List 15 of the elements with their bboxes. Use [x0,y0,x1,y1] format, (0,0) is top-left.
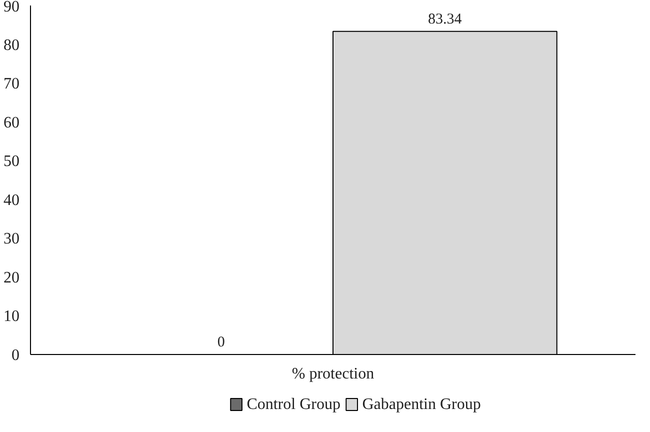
y-tick-label: 0 [12,347,20,364]
y-tick-label: 70 [4,76,20,93]
data-label: 83.34 [428,11,462,28]
x-tick-label: % protection [292,366,374,382]
y-tick-label: 20 [4,269,20,286]
data-label: 0 [217,334,225,350]
y-tick-label: 50 [4,153,20,170]
y-tick-label: 80 [4,36,20,54]
y-tick-label: 10 [4,308,20,326]
legend-label: Gabapentin Group [362,396,481,413]
y-tick-label: 40 [4,192,20,209]
y-tick-label: 90 [4,0,20,16]
y-tick-label: 30 [4,230,20,248]
legend-label: Control Group [246,396,340,413]
y-tick-label: 60 [4,114,20,132]
